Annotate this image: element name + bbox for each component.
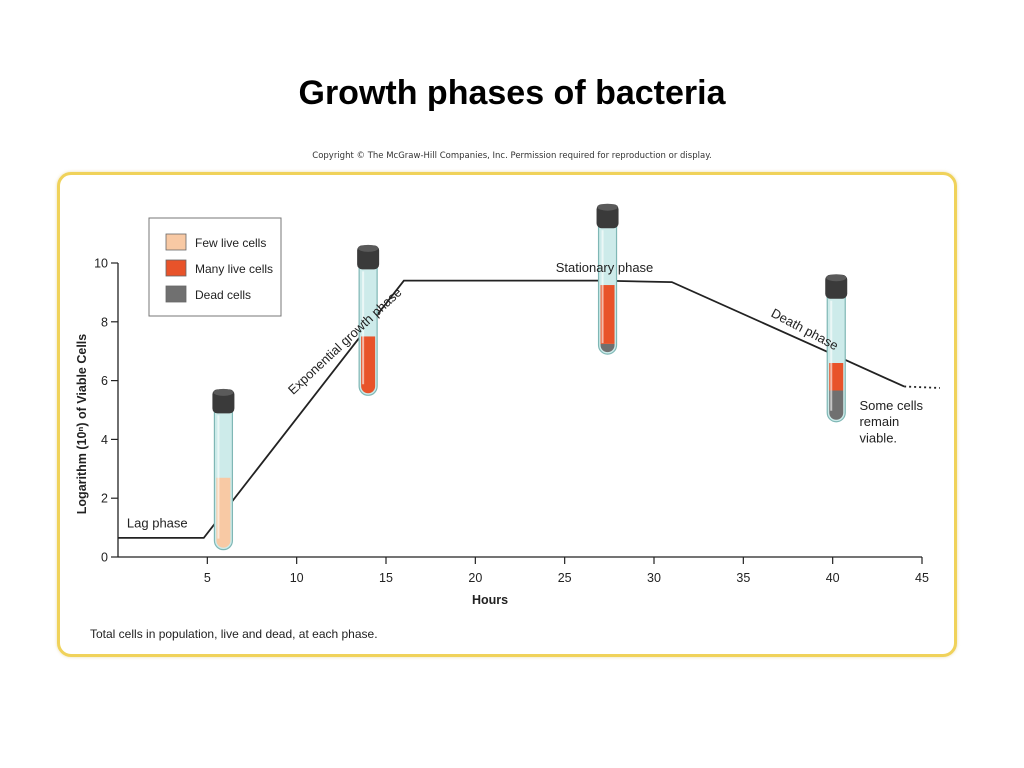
y-tick-label: 10 [94, 257, 108, 271]
tube-cap-top [213, 388, 234, 396]
x-tick-label: 20 [468, 571, 482, 585]
many-live-cells-fill [600, 285, 615, 344]
test-tubes [212, 203, 848, 551]
y-tick-label: 8 [101, 315, 108, 329]
y-tick-label: 0 [101, 551, 108, 565]
axes [117, 263, 922, 558]
x-tick-label: 15 [379, 571, 393, 585]
annotation-label: Some cells [859, 398, 923, 413]
x-tick-label: 40 [826, 571, 840, 585]
x-tick-label: 35 [736, 571, 750, 585]
y-axis-label: Logarithm (10ⁿ) of Viable Cells [75, 334, 89, 514]
x-ticks: 5 10 15 20 25 30 35 40 45 [204, 557, 929, 585]
many-live-cells-fill [361, 336, 376, 394]
test-tube [596, 203, 619, 355]
few-live-cells-fill [216, 477, 231, 548]
tube-cap-top [358, 244, 379, 252]
x-tick-label: 10 [290, 571, 304, 585]
test-tube [825, 274, 848, 423]
y-tick-label: 2 [101, 492, 108, 506]
tube-cap [825, 274, 848, 299]
dotted-extension [904, 385, 940, 389]
x-tick-label: 5 [204, 571, 211, 585]
x-tick-label: 45 [915, 571, 929, 585]
x-axis-label: Hours [472, 593, 508, 607]
y-tick-label: 4 [101, 433, 108, 447]
tube-cap-top [826, 274, 847, 282]
legend-swatch [165, 285, 187, 303]
annotation-label: Stationary phase [556, 260, 654, 275]
legend-swatch [165, 259, 187, 277]
tube-cap [212, 389, 235, 414]
test-tube [212, 388, 235, 551]
dead-cells-fill [829, 390, 844, 420]
tube-cap [596, 204, 619, 229]
legend: Few live cells Many live cells Dead cells [148, 217, 282, 317]
y-ticks: 0 2 4 6 8 10 [94, 257, 118, 565]
slide-title: Growth phases of bacteria [298, 74, 726, 112]
legend-label: Many live cells [195, 262, 273, 276]
annotation-label: viable. [859, 430, 897, 445]
test-tube [357, 244, 380, 396]
many-live-cells-fill [829, 363, 844, 391]
legend-swatch [165, 233, 187, 251]
figure-caption: Total cells in population, live and dead… [90, 627, 378, 641]
dead-cells-fill [600, 343, 615, 353]
tube-cap-top [597, 203, 618, 211]
tube-cap [357, 245, 380, 270]
legend-label: Dead cells [195, 288, 251, 302]
growth-curve [118, 279, 940, 539]
x-tick-label: 25 [558, 571, 572, 585]
annotation-label: Exponential growth phase [285, 284, 405, 397]
copyright-notice: Copyright © The McGraw-Hill Companies, I… [312, 151, 712, 161]
annotation-label: remain [859, 414, 899, 429]
legend-label: Few live cells [195, 236, 266, 250]
y-tick-label: 6 [101, 374, 108, 388]
annotation-label: Lag phase [127, 516, 188, 531]
x-tick-label: 30 [647, 571, 661, 585]
